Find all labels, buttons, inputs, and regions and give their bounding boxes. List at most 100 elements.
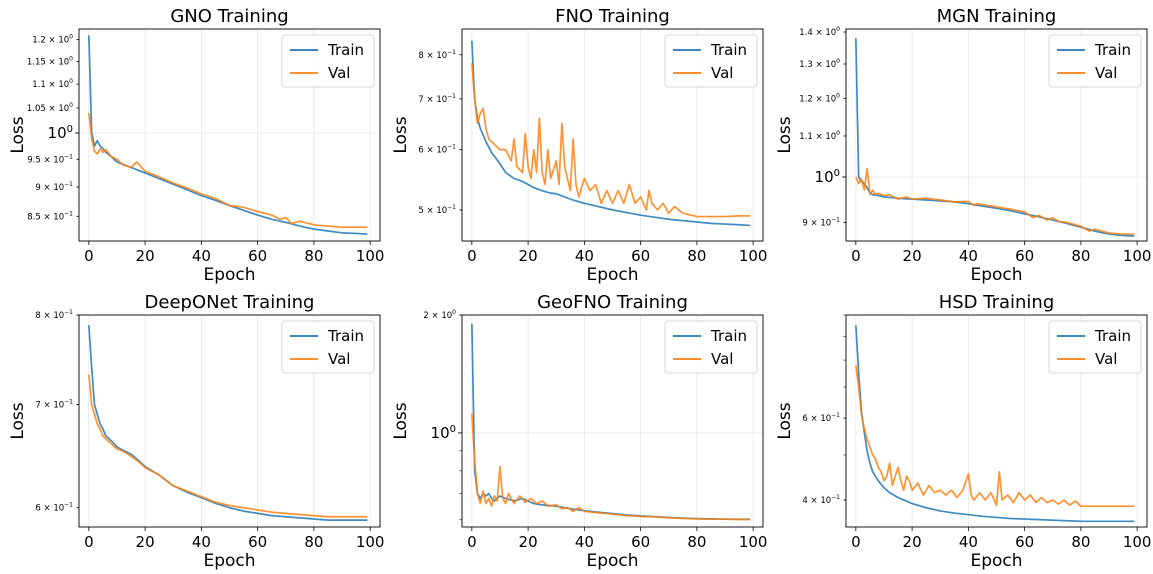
- y-tick-label: 1.05 × 100: [27, 102, 73, 114]
- y-tick-label-base: 8 × 10: [35, 311, 64, 321]
- y-tick-label-exponent: −1: [831, 412, 840, 419]
- y-tick-label-base: 9.5 × 10: [27, 155, 64, 165]
- chart-title: GeoFNO Training: [537, 292, 688, 313]
- x-tick-label: 0: [851, 533, 861, 551]
- y-tick-label-base: 10: [431, 424, 450, 442]
- x-tick-label: 60: [1015, 533, 1034, 551]
- y-axis-label: Loss: [391, 402, 411, 439]
- y-tick-label: 6 × 10−1: [35, 502, 73, 514]
- y-tick-label: 5 × 10−1: [418, 204, 456, 216]
- x-tick-label: 0: [84, 247, 94, 265]
- y-tick-label-base: 1.4 × 10: [799, 28, 836, 38]
- legend-box: [664, 320, 758, 374]
- x-tick-label: 40: [959, 533, 978, 551]
- y-tick-label: 1.2 × 100: [32, 34, 73, 46]
- y-tick-label-base: 6 × 10: [802, 414, 831, 424]
- series-line-val: [88, 112, 368, 229]
- y-tick-label: 7 × 10−1: [418, 93, 456, 105]
- y-tick-label: 100: [431, 424, 456, 442]
- y-tick-label: 9 × 10−1: [802, 216, 840, 228]
- legend: Train Val: [664, 320, 758, 374]
- x-axis-label: Epoch: [586, 265, 638, 285]
- y-tick-label-base: 1.1 × 10: [32, 80, 69, 90]
- y-tick-label: 1.1 × 100: [799, 130, 840, 142]
- y-tick-label-exponent: −1: [64, 309, 73, 316]
- y-tick-label-base: 4 × 10: [802, 496, 831, 506]
- x-tick-label: 80: [1071, 533, 1090, 551]
- x-tick-label: 40: [575, 247, 594, 265]
- legend-label-val: Val: [711, 64, 733, 82]
- y-tick-label-base: 1.05 × 10: [27, 104, 69, 114]
- x-tick-label: 100: [739, 247, 768, 265]
- x-tick-label: 40: [959, 247, 978, 265]
- y-axis-label: Loss: [775, 116, 795, 153]
- y-tick-label-base: 9 × 10: [802, 218, 831, 228]
- y-tick-label: 7 × 10−1: [35, 398, 73, 410]
- x-tick-label: 20: [136, 533, 155, 551]
- y-tick-label: 8 × 10−1: [35, 309, 73, 321]
- y-tick-label-base: 6 × 10: [35, 504, 64, 514]
- legend: Train Val: [281, 34, 375, 88]
- x-tick-label: 20: [519, 247, 538, 265]
- legend-label-train: Train: [1094, 41, 1131, 59]
- x-tick-label: 60: [248, 247, 267, 265]
- legend-label-val: Val: [711, 350, 733, 368]
- series-line-train: [88, 35, 368, 235]
- legend-label-val: Val: [1095, 64, 1117, 82]
- legend-box: [1048, 320, 1142, 374]
- y-tick-label: 4 × 10−1: [802, 494, 840, 506]
- x-tick-label: 0: [467, 533, 477, 551]
- y-tick-label-exponent: −1: [831, 494, 840, 501]
- y-tick-label-exponent: −1: [447, 204, 456, 211]
- legend-label-train: Train: [327, 41, 364, 59]
- y-tick-label: 9 × 10−1: [35, 181, 73, 193]
- legend: Train Val: [281, 320, 375, 374]
- legend-label-train: Train: [710, 327, 747, 345]
- x-tick-label: 60: [1015, 247, 1034, 265]
- plot-frame: [461, 314, 764, 528]
- series-line-val: [855, 365, 1135, 508]
- y-axis-label: Loss: [775, 402, 795, 439]
- legend-label-val: Val: [1095, 350, 1117, 368]
- y-tick-label-exponent: 0: [836, 130, 840, 137]
- legend-box: [281, 320, 375, 374]
- legend-label-train: Train: [1094, 327, 1131, 345]
- x-tick-label: 0: [84, 533, 94, 551]
- y-tick-label: 1.15 × 100: [27, 55, 73, 67]
- y-tick-label: 2 × 100: [423, 309, 456, 321]
- y-tick-label-exponent: 0: [834, 168, 840, 179]
- x-tick-label: 80: [1071, 247, 1090, 265]
- chart-title: FNO Training: [555, 6, 670, 27]
- y-axis-label: Loss: [8, 116, 28, 153]
- y-tick-label: 100: [815, 168, 840, 186]
- x-tick-label: 40: [575, 533, 594, 551]
- y-tick-label-base: 8.5 × 10: [27, 212, 64, 222]
- y-tick-label-base: 1.3 × 10: [799, 60, 836, 70]
- x-tick-label: 60: [248, 533, 267, 551]
- x-tick-label: 20: [903, 247, 922, 265]
- legend-box: [1048, 34, 1142, 88]
- legend-box: [664, 34, 758, 88]
- y-tick-label: 1.1 × 100: [32, 78, 73, 90]
- x-tick-label: 0: [851, 247, 861, 265]
- x-tick-label: 0: [467, 247, 477, 265]
- x-tick-label: 100: [1123, 247, 1152, 265]
- legend-box: [281, 34, 375, 88]
- y-tick-label-base: 10: [48, 124, 67, 142]
- y-tick-label-base: 1.2 × 10: [799, 94, 836, 104]
- legend: Train Val: [1048, 320, 1142, 374]
- x-tick-label: 80: [687, 533, 706, 551]
- y-tick-label-base: 6 × 10: [418, 146, 447, 156]
- x-tick-label: 100: [1123, 533, 1152, 551]
- y-tick-label-base: 7 × 10: [35, 400, 64, 410]
- y-tick-label-exponent: −1: [64, 502, 73, 509]
- y-tick-label: 9.5 × 10−1: [27, 153, 73, 165]
- y-tick-label: 6 × 10−1: [802, 412, 840, 424]
